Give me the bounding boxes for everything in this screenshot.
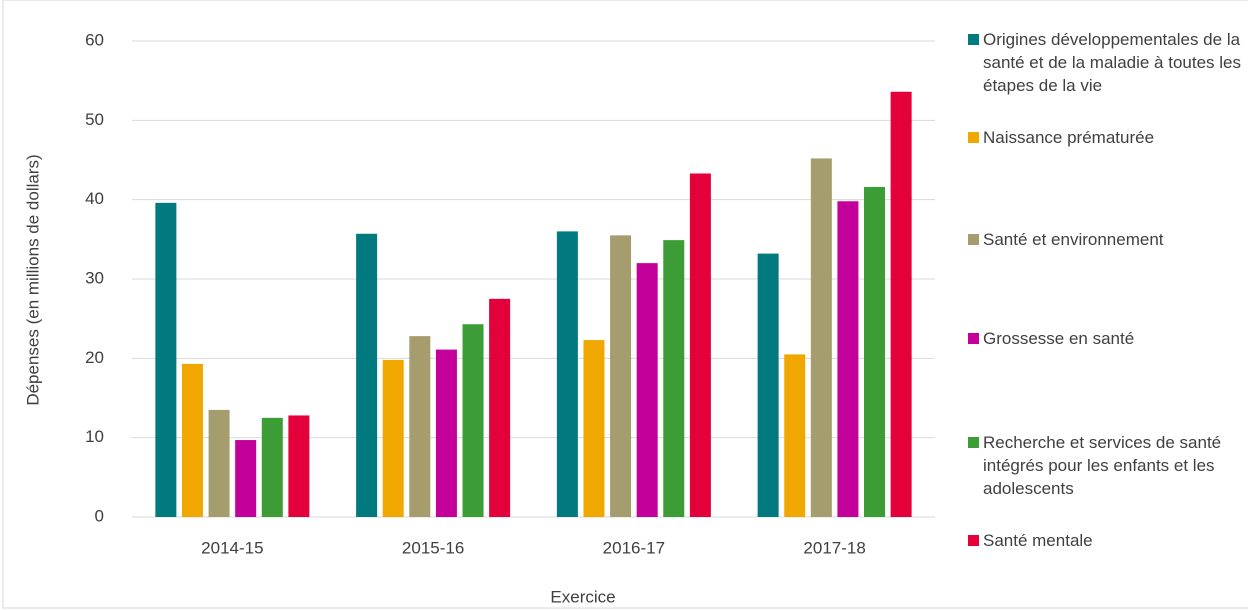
bar (610, 235, 632, 517)
bar (837, 201, 859, 517)
bar (261, 417, 283, 517)
legend-item: Naissance prématurée (968, 126, 1248, 149)
y-tick-label: 30 (85, 268, 104, 287)
bar (636, 263, 658, 517)
bar (382, 359, 404, 517)
bar (864, 186, 886, 517)
legend-item: Recherche et services de santé intégrés … (968, 431, 1248, 500)
bar (356, 233, 378, 517)
bar (155, 202, 177, 517)
x-tick-label: 2016-17 (603, 538, 665, 557)
legend-label: Grossesse en santé (983, 329, 1135, 348)
legend-item: Santé et environnement (968, 228, 1248, 251)
legend-item: Grossesse en santé (968, 327, 1248, 350)
bar (462, 324, 484, 517)
legend-item: Origines développementales de la santé e… (968, 28, 1248, 97)
bar (784, 354, 806, 517)
bar (663, 240, 685, 518)
legend-swatch (968, 535, 979, 546)
legend-label: Origines développementales de la santé e… (983, 30, 1241, 95)
legend-item: Santé mentale (968, 529, 1248, 552)
legend-label: Santé et environnement (983, 230, 1164, 249)
y-tick-label: 10 (85, 427, 104, 446)
y-axis-title: Dépenses (en millions de dollars) (23, 154, 42, 405)
bar (208, 409, 230, 517)
bar (583, 340, 605, 517)
y-tick-label: 20 (85, 348, 104, 367)
bar (810, 158, 832, 517)
bar (556, 231, 578, 517)
y-tick-label: 40 (85, 189, 104, 208)
x-tick-label: 2014-15 (201, 538, 263, 557)
x-axis-title: Exercice (550, 587, 615, 606)
y-tick-label: 60 (85, 30, 104, 49)
legend-swatch (968, 333, 979, 344)
y-tick-label: 50 (85, 110, 104, 129)
legend-label: Naissance prématurée (983, 128, 1155, 147)
x-tick-label: 2017-18 (803, 538, 865, 557)
legend-label: Santé mentale (983, 531, 1093, 550)
legend-swatch (968, 234, 979, 245)
bar (689, 173, 711, 517)
bar (489, 298, 511, 517)
bar (235, 440, 257, 517)
y-tick-label: 0 (95, 506, 104, 525)
bar (181, 363, 203, 517)
bar (435, 349, 457, 517)
bar (288, 415, 310, 517)
legend-swatch (968, 34, 979, 45)
x-tick-label: 2015-16 (402, 538, 464, 557)
legend-swatch (968, 132, 979, 143)
bar (409, 336, 431, 517)
bar (757, 253, 779, 517)
legend-swatch (968, 437, 979, 448)
legend-label: Recherche et services de santé intégrés … (983, 433, 1222, 498)
bar (890, 91, 912, 518)
